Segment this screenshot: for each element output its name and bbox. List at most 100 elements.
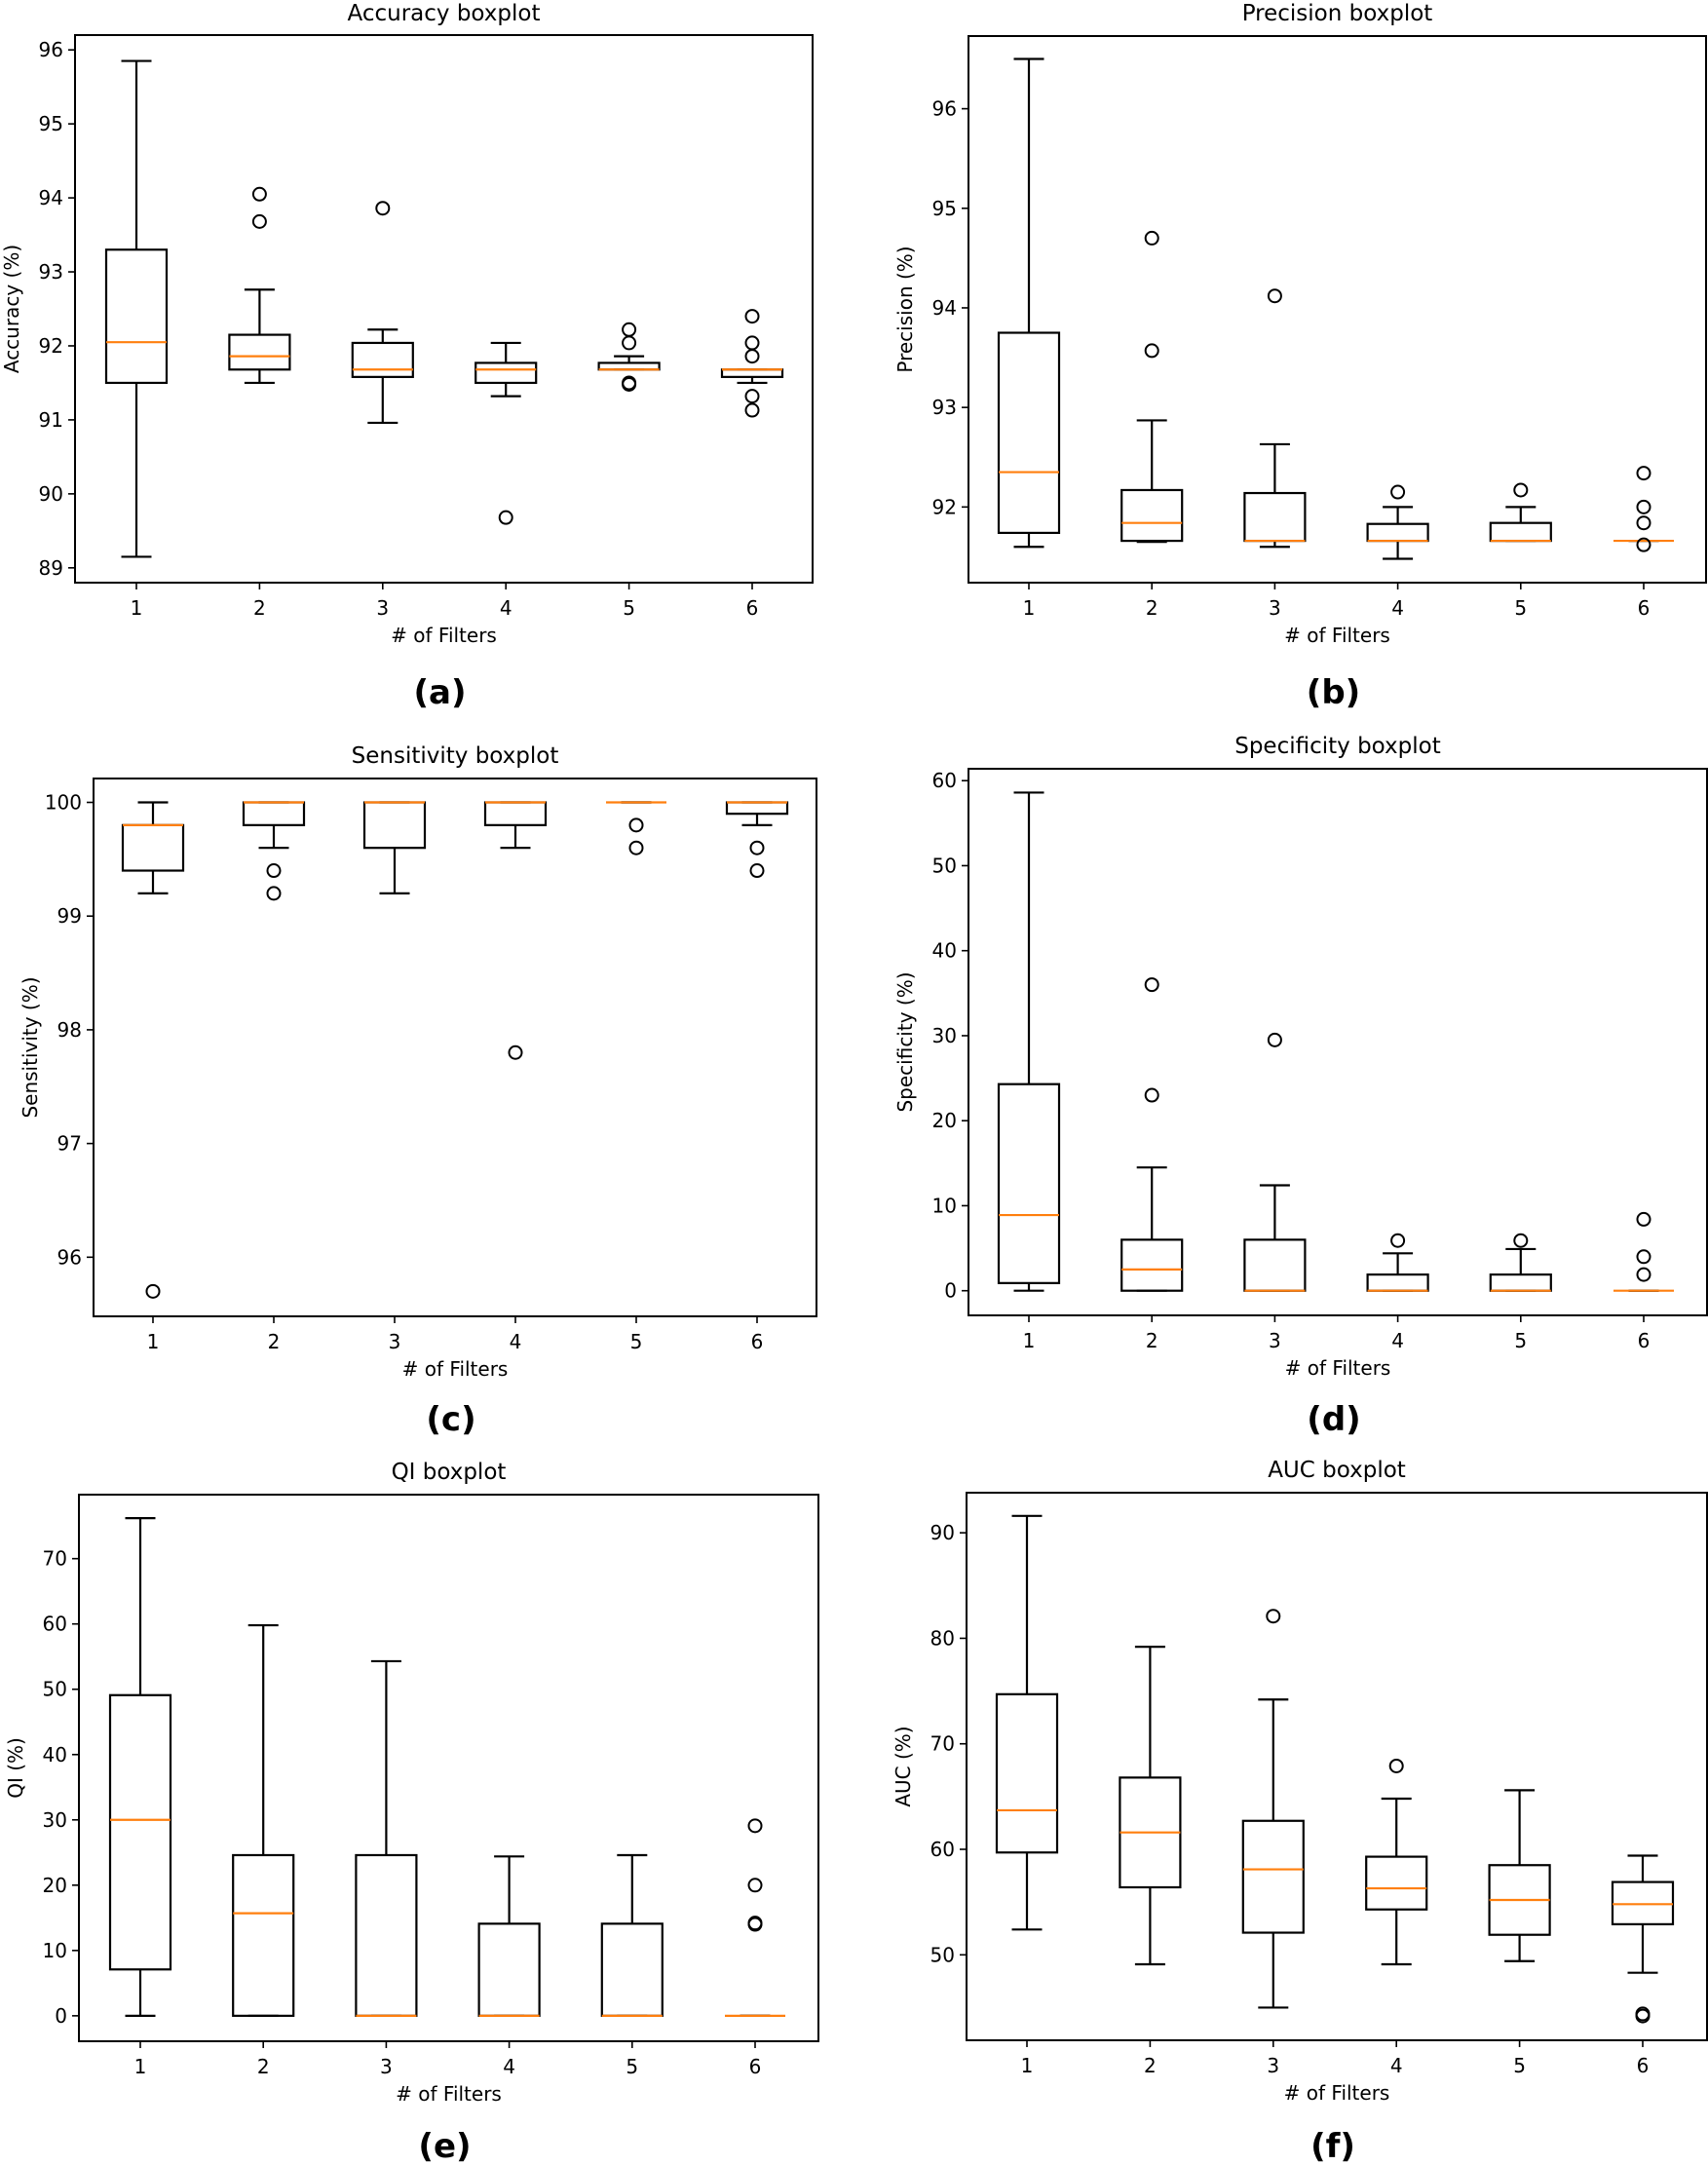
x-tick-label: 4 — [500, 596, 512, 620]
y-tick-label: 92 — [39, 334, 63, 358]
axes-frame — [966, 1492, 1708, 2041]
box-4 — [1366, 1233, 1429, 1292]
outlier-point — [145, 1283, 161, 1299]
outlier-point — [628, 817, 644, 833]
box-6 — [720, 309, 784, 418]
outlier-point — [622, 322, 637, 337]
chart-panel-d: Specificity boxplot 0 10 20 30 40 50 60 1 2 3 4 5 6 # … — [893, 734, 1708, 1439]
chart-title: AUC boxplot — [1268, 1458, 1406, 1483]
outlier-point — [1513, 482, 1529, 498]
outlier-point — [266, 886, 282, 901]
axes-frame — [968, 35, 1707, 584]
box-body — [1243, 1238, 1307, 1292]
y-axis-label: QI (%) — [4, 1737, 27, 1799]
box-body — [997, 331, 1061, 535]
box-3 — [351, 201, 414, 425]
box-2 — [228, 186, 291, 385]
box-6 — [1611, 1854, 1675, 2024]
x-tick-label: 5 — [626, 2055, 638, 2078]
y-axis-label: Precision (%) — [893, 246, 917, 372]
axes-frame — [93, 778, 817, 1317]
panel-caption: (a) — [413, 673, 466, 712]
outlier-point — [744, 402, 760, 418]
y-tick-label: 90 — [930, 1521, 955, 1544]
outlier-point — [1636, 499, 1651, 514]
box-body — [108, 1693, 172, 1971]
y-axis-label: AUC (%) — [892, 1726, 915, 1806]
y-tick-label: 30 — [43, 1808, 67, 1832]
y-axis-label: Sensitivity (%) — [19, 976, 42, 1118]
y-tick-label: 60 — [43, 1613, 67, 1636]
chart-panel-c: Sensitivity boxplot 96 97 98 99 100 1 2 3 4 5 6 # of… — [19, 743, 817, 1439]
y-tick-label: 50 — [932, 854, 957, 877]
outlier-point — [747, 1878, 763, 1893]
box-body — [1241, 1819, 1305, 1934]
outlier-point — [375, 201, 391, 216]
outlier-point — [1144, 1087, 1159, 1103]
box-5 — [1489, 482, 1552, 543]
outlier-point — [508, 1045, 523, 1060]
x-axis-label: # of Filters — [1284, 624, 1390, 647]
box-body — [474, 361, 538, 385]
x-axis-label: # of Filters — [396, 2082, 502, 2106]
box-body — [477, 1922, 541, 2017]
x-tick-label: 5 — [1514, 1329, 1527, 1352]
chart-panel-a: Accuracy boxplot 89 90 91 92 93 94 95 96 1 2 3 4 5 6 # … — [0, 1, 814, 712]
outlier-point — [1636, 1249, 1651, 1265]
outlier-point — [744, 309, 760, 324]
outlier-point — [1267, 288, 1282, 304]
y-tick-label: 91 — [39, 408, 63, 432]
box-4 — [483, 801, 548, 1060]
axes-frame — [78, 1494, 819, 2042]
y-tick-label: 96 — [39, 38, 63, 61]
outlier-point — [1267, 1032, 1282, 1047]
box-4 — [477, 1855, 541, 2017]
x-axis-label: # of Filters — [1285, 1356, 1391, 1380]
y-tick-label: 94 — [39, 186, 63, 209]
y-tick-label: 94 — [932, 296, 957, 320]
box-3 — [1243, 288, 1307, 549]
box-3 — [1243, 1032, 1307, 1292]
chart-panel-f: AUC boxplot 50 60 70 80 90 1 2 3 4 5 6 # of Filters A… — [892, 1458, 1708, 2165]
outlier-point — [1636, 1211, 1651, 1227]
box-body — [720, 368, 784, 378]
outlier-point — [747, 1917, 763, 1932]
outlier-point — [251, 186, 267, 202]
box-5 — [600, 1853, 664, 2017]
y-tick-label: 0 — [944, 1279, 957, 1303]
y-tick-label: 92 — [932, 495, 957, 518]
outlier-point — [1266, 1609, 1281, 1624]
x-tick-label: 3 — [380, 2055, 393, 2078]
y-tick-label: 50 — [930, 1943, 955, 1966]
y-tick-label: 0 — [55, 2004, 67, 2028]
outlier-point — [1513, 1233, 1529, 1248]
outlier-point — [747, 1818, 763, 1834]
outlier-point — [622, 335, 637, 351]
x-tick-label: 2 — [257, 2055, 270, 2078]
x-tick-label: 2 — [253, 596, 266, 620]
box-3 — [1241, 1609, 1305, 2009]
box-5 — [597, 322, 661, 392]
y-axis-label: Accuracy (%) — [0, 245, 23, 373]
y-tick-label: 70 — [43, 1547, 67, 1571]
box-6 — [1613, 1211, 1674, 1292]
x-tick-label: 1 — [1023, 1329, 1036, 1352]
box-1 — [108, 1517, 172, 2017]
x-tick-label: 4 — [1391, 1329, 1404, 1352]
chart-panel-e: QI boxplot 0 10 20 30 40 50 60 70 1 2 3 4 5 6 # of Filt… — [4, 1460, 819, 2165]
y-tick-label: 10 — [43, 1939, 67, 1962]
box-2 — [1120, 230, 1184, 544]
outlier-point — [1635, 2008, 1651, 2024]
box-body — [1366, 1273, 1429, 1292]
box-body — [1243, 491, 1307, 543]
y-tick-label: 100 — [45, 791, 82, 815]
box-1 — [995, 1514, 1059, 1931]
chart-title: Specificity boxplot — [1234, 734, 1441, 759]
x-tick-label: 3 — [1267, 2054, 1279, 2077]
outlier-point — [628, 840, 644, 855]
box-body — [1489, 521, 1552, 543]
outlier-point — [251, 213, 267, 229]
x-tick-label: 1 — [1023, 596, 1036, 620]
box-6 — [725, 801, 789, 879]
